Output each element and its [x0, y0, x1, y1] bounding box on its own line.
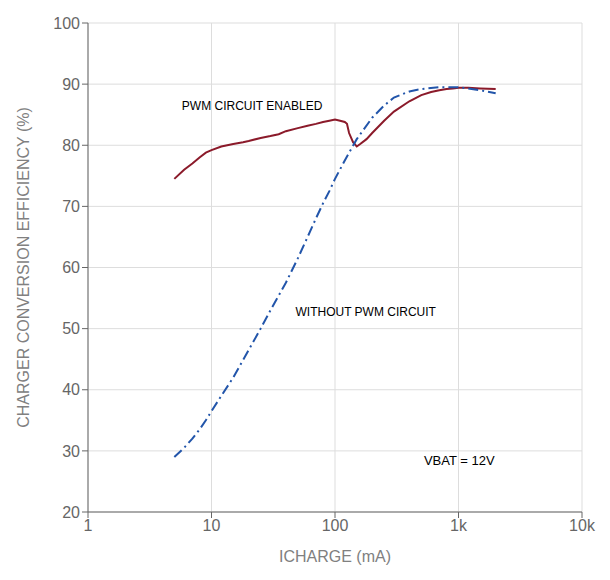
- svg-text:ICHARGE (mA): ICHARGE (mA): [279, 548, 391, 565]
- svg-text:10k: 10k: [569, 517, 596, 534]
- html-text:WITHOUT PWM CIRCUIT: WITHOUT PWM CIRCUIT: [295, 304, 436, 319]
- svg-text:50: 50: [62, 320, 80, 337]
- svg-text:100: 100: [53, 15, 80, 32]
- svg-text:80: 80: [62, 137, 80, 154]
- svg-text:70: 70: [62, 198, 80, 215]
- svg-text:30: 30: [62, 443, 80, 460]
- html-text:VBAT = 12V: VBAT = 12V: [423, 453, 495, 468]
- svg-text:20: 20: [62, 504, 80, 521]
- svg-text:60: 60: [62, 259, 80, 276]
- svg-text:100: 100: [322, 517, 349, 534]
- svg-text:1k: 1k: [450, 517, 468, 534]
- svg-text:90: 90: [62, 76, 80, 93]
- svg-text:40: 40: [62, 381, 80, 398]
- svg-text:CHARGER CONVERSION EFFICIENCY: CHARGER CONVERSION EFFICIENCY (%): [15, 107, 32, 428]
- html-text:PWM CIRCUIT ENABLED: PWM CIRCUIT ENABLED: [181, 99, 323, 114]
- svg-text:1: 1: [84, 517, 93, 534]
- svg-text:10: 10: [203, 517, 221, 534]
